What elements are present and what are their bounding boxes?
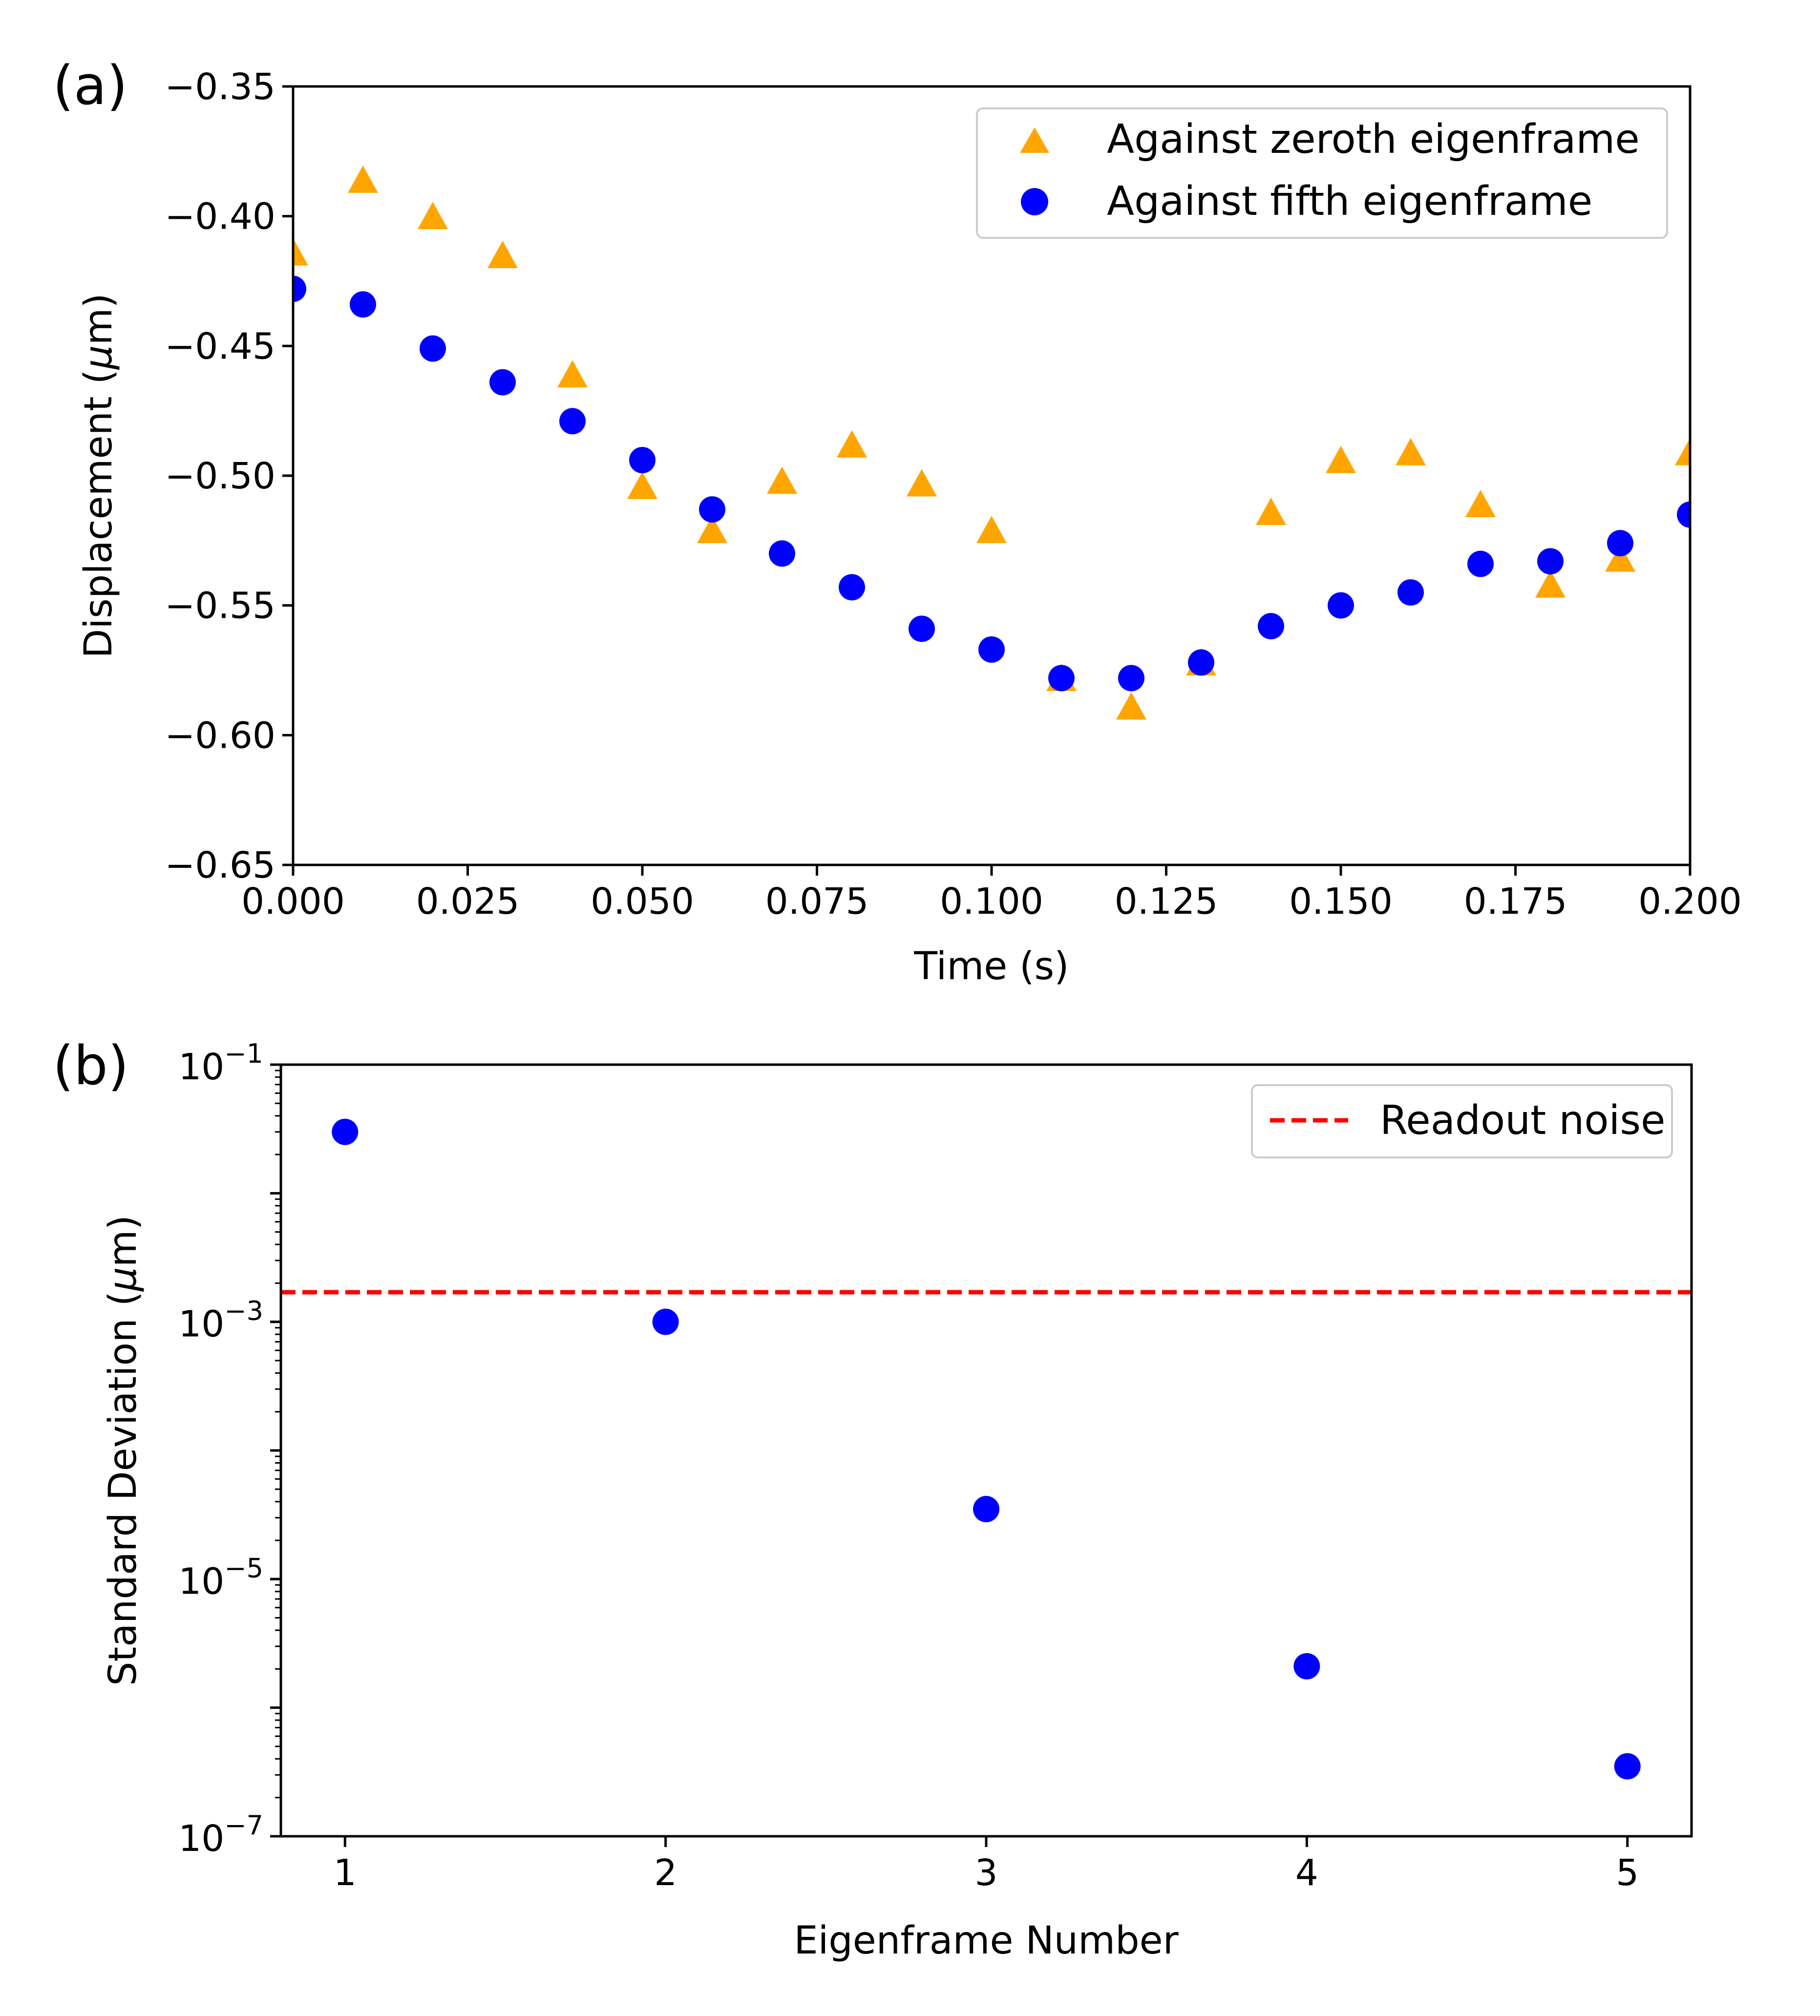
- panel-b-y-tick-label: 10−5: [178, 1553, 263, 1602]
- data-point-fifth-eigenframe: [1537, 548, 1564, 575]
- panel-b-y-tick-label: 10−7: [178, 1810, 263, 1860]
- panel-b-x-tick-label: 4: [1295, 1852, 1318, 1894]
- panel-b-letter: (b): [53, 1034, 129, 1097]
- panel-b-x-axis-label: Eigenframe Number: [794, 1919, 1179, 1963]
- data-point-zeroth-eigenframe: [418, 202, 448, 230]
- panel-a-y-ticks: −0.65 −0.60 −0.55 −0.50 −0.45 −0.40 −0.35: [165, 66, 293, 886]
- panel-b-legend: Readout noise: [1251, 1084, 1673, 1158]
- panel-a-legend: Against zeroth eigenframe Against fifth …: [976, 107, 1668, 239]
- panel-a-letter: (a): [53, 54, 127, 117]
- data-point-zeroth-eigenframe: [1465, 490, 1496, 518]
- panel-a-y-tick-label: −0.35: [165, 66, 275, 108]
- panel-a-y-tick-label: −0.55: [165, 585, 275, 627]
- data-point-std-dev: [1293, 1653, 1320, 1680]
- data-point-fifth-eigenframe: [1048, 665, 1075, 692]
- panel-a-y-tick-label: −0.65: [165, 844, 275, 886]
- data-point-zeroth-eigenframe: [293, 238, 308, 266]
- data-point-std-dev: [1614, 1753, 1641, 1780]
- panel-b-y-ticks: 10−7 10−5 10−3 10−1: [178, 1038, 281, 1860]
- panel-a-x-tick-label: 0.025: [416, 881, 520, 923]
- data-point-fifth-eigenframe: [1397, 579, 1424, 606]
- data-point-fifth-eigenframe: [1607, 530, 1633, 557]
- panel-a-x-tick-label: 0.075: [765, 881, 869, 923]
- data-point-fifth-eigenframe: [978, 636, 1005, 663]
- data-point-fifth-eigenframe: [1118, 665, 1144, 692]
- data-point-zeroth-eigenframe: [976, 516, 1007, 544]
- panel-a-legend-box: [976, 107, 1668, 239]
- panel-b-x-tick-label: 2: [654, 1852, 677, 1894]
- data-point-fifth-eigenframe: [559, 408, 586, 435]
- data-point-zeroth-eigenframe: [1256, 497, 1286, 525]
- data-point-zeroth-eigenframe: [557, 360, 588, 388]
- panel-a-x-tick-label: 0.050: [591, 881, 694, 923]
- panel-b: (b) 1 2 3 4 5 10−7 10−5 10−3 10−1 Eigenframe Nu…: [53, 1034, 1693, 1963]
- panel-a-points: [293, 165, 1690, 720]
- data-point-zeroth-eigenframe: [837, 430, 867, 458]
- legend-circle-marker-icon: [1021, 188, 1048, 215]
- panel-a-x-tick-label: 0.000: [241, 881, 345, 923]
- panel-b-x-ticks: 1 2 3 4 5: [334, 1836, 1639, 1894]
- data-point-zeroth-eigenframe: [627, 471, 657, 499]
- data-point-fifth-eigenframe: [420, 335, 446, 362]
- data-point-fifth-eigenframe: [1677, 501, 1690, 528]
- panel-a-x-tick-label: 0.150: [1289, 881, 1393, 923]
- data-point-zeroth-eigenframe: [1605, 544, 1635, 572]
- data-point-fifth-eigenframe: [293, 275, 306, 302]
- data-point-zeroth-eigenframe: [697, 516, 727, 544]
- data-point-fifth-eigenframe: [769, 540, 795, 567]
- data-point-std-dev: [973, 1496, 999, 1523]
- panel-b-plot-frame: [279, 1063, 1693, 1838]
- panel-a-x-tick-label: 0.175: [1464, 881, 1567, 923]
- data-point-fifth-eigenframe: [1467, 550, 1494, 577]
- data-point-std-dev: [332, 1118, 359, 1145]
- data-point-fifth-eigenframe: [1258, 613, 1284, 640]
- panel-a-plot-frame: [292, 85, 1692, 866]
- panel-b-x-tick-label: 3: [974, 1852, 997, 1894]
- panel-a: (a) 0.000 0.025 0.050 0.075 0.100 0.125 0.150 0…: [53, 54, 1742, 988]
- panel-a-y-axis-label: Displacement (μm): [77, 293, 121, 658]
- data-point-fifth-eigenframe: [909, 615, 935, 642]
- panel-b-y-tick-label: 10−1: [178, 1038, 263, 1088]
- data-point-zeroth-eigenframe: [1326, 445, 1356, 473]
- legend-triangle-marker-icon: [1020, 127, 1049, 153]
- data-point-fifth-eigenframe: [629, 447, 656, 474]
- data-point-fifth-eigenframe: [489, 369, 516, 396]
- panel-b-y-tick-label: 10−3: [178, 1296, 263, 1345]
- legend-label-fifth: Against fifth eigenframe: [1107, 178, 1592, 225]
- data-point-std-dev: [652, 1308, 679, 1335]
- panel-a-y-tick-label: −0.40: [165, 196, 275, 238]
- panel-b-legend-box: [1251, 1084, 1673, 1158]
- data-point-zeroth-eigenframe: [1675, 438, 1690, 465]
- data-point-fifth-eigenframe: [350, 291, 376, 318]
- legend-label-readout-noise: Readout noise: [1380, 1097, 1666, 1144]
- data-point-zeroth-eigenframe: [907, 469, 937, 497]
- panel-a-y-tick-label: −0.50: [165, 455, 275, 497]
- panel-a-x-tick-label: 0.200: [1638, 881, 1742, 923]
- data-point-fifth-eigenframe: [699, 496, 725, 523]
- data-point-zeroth-eigenframe: [767, 466, 797, 494]
- legend-label-zeroth: Against zeroth eigenframe: [1107, 116, 1640, 163]
- panel-a-x-axis-label: Time (s): [913, 945, 1069, 988]
- data-point-zeroth-eigenframe: [487, 240, 518, 268]
- panel-a-y-tick-label: −0.60: [165, 714, 275, 756]
- panel-b-x-tick-label: 5: [1616, 1852, 1639, 1894]
- panel-a-y-tick-label: −0.45: [165, 325, 275, 367]
- panel-b-x-tick-label: 1: [334, 1852, 357, 1894]
- data-point-fifth-eigenframe: [1328, 592, 1354, 619]
- panel-a-x-tick-label: 0.125: [1115, 881, 1218, 923]
- panel-a-x-ticks: 0.000 0.025 0.050 0.075 0.100 0.125 0.150 0.175…: [241, 865, 1742, 923]
- data-point-fifth-eigenframe: [1188, 649, 1214, 676]
- panel-b-points: [332, 1118, 1641, 1780]
- data-point-zeroth-eigenframe: [1116, 692, 1146, 720]
- data-point-zeroth-eigenframe: [1396, 438, 1426, 465]
- panel-b-y-axis-label: Standard Deviation (μm): [101, 1215, 145, 1686]
- panel-a-x-tick-label: 0.100: [940, 881, 1043, 923]
- data-point-zeroth-eigenframe: [348, 165, 378, 193]
- data-point-fifth-eigenframe: [839, 574, 865, 601]
- data-point-zeroth-eigenframe: [1535, 570, 1566, 598]
